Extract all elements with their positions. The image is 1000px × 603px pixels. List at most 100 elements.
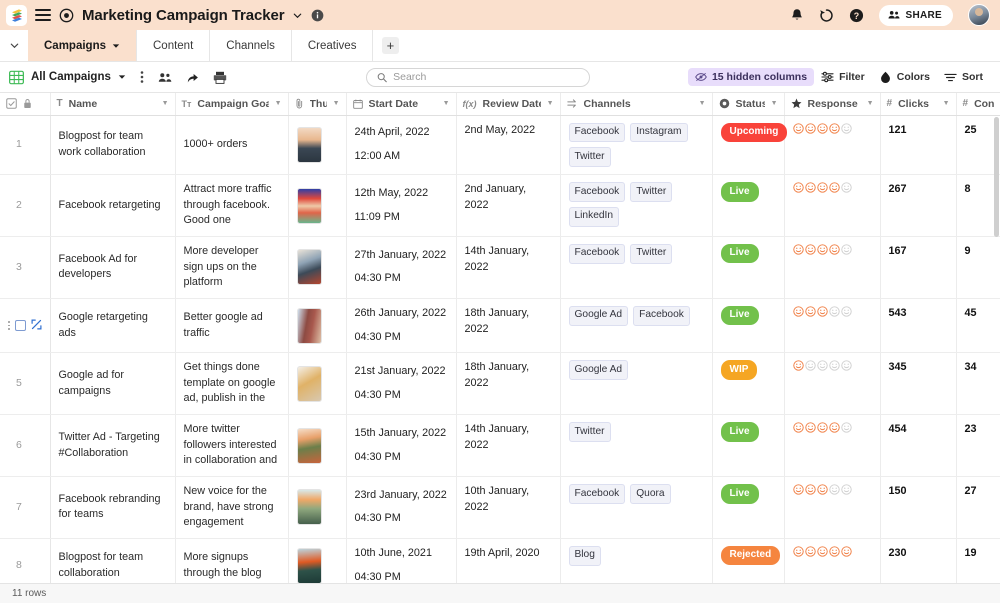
smiley-empty-icon[interactable] bbox=[828, 484, 840, 495]
cell-start-date[interactable]: 23rd January, 2022 04:30 PM bbox=[346, 476, 457, 539]
artwork-thumbnail-3[interactable] bbox=[296, 249, 322, 286]
row-number-cell[interactable]: 3 bbox=[0, 236, 51, 299]
row-number-cell[interactable]: 7 bbox=[0, 476, 51, 539]
status-badge[interactable]: Live bbox=[720, 182, 759, 202]
cell-review-date[interactable]: 14th January, 2022 bbox=[456, 414, 561, 478]
header-start-date[interactable]: Start Date ▼ bbox=[346, 93, 457, 116]
channel-chip[interactable]: Instagram bbox=[630, 122, 688, 143]
cell-response[interactable] bbox=[784, 352, 881, 416]
smiley-filled-icon[interactable] bbox=[816, 244, 828, 255]
cell-start-date[interactable]: 21st January, 2022 04:30 PM bbox=[346, 352, 457, 416]
cell-review-date[interactable]: 2nd January, 2022 bbox=[456, 174, 561, 237]
smiley-filled-icon[interactable] bbox=[804, 182, 816, 193]
smiley-filled-icon[interactable] bbox=[804, 306, 816, 317]
response-rating[interactable] bbox=[792, 182, 872, 193]
cell-start-date[interactable]: 27th January, 2022 04:30 PM bbox=[346, 236, 457, 299]
response-rating[interactable] bbox=[792, 422, 872, 433]
cell-channels[interactable]: Facebook Quora bbox=[560, 476, 713, 539]
smiley-empty-icon[interactable] bbox=[840, 484, 852, 495]
channel-chip[interactable]: Facebook bbox=[633, 305, 690, 326]
bell-icon[interactable] bbox=[790, 8, 804, 23]
cell-conversions[interactable]: 8 bbox=[956, 174, 1000, 237]
response-rating[interactable] bbox=[792, 306, 872, 317]
channel-chip[interactable]: Twitter bbox=[630, 243, 673, 264]
smiley-filled-icon[interactable] bbox=[840, 546, 852, 557]
cell-campaign-goals[interactable]: New voice for the brand, have strong eng… bbox=[175, 476, 289, 539]
smiley-empty-icon[interactable] bbox=[840, 422, 852, 433]
cell-name[interactable]: Google ad for campaigns bbox=[50, 352, 176, 416]
smiley-empty-icon[interactable] bbox=[804, 360, 816, 371]
cell-thumbnail[interactable] bbox=[288, 174, 347, 237]
cell-start-date[interactable]: 12th May, 2022 11:09 PM bbox=[346, 174, 457, 237]
cell-conversions[interactable]: 19 bbox=[956, 538, 1000, 583]
smiley-filled-icon[interactable] bbox=[804, 484, 816, 495]
cell-start-date[interactable]: 15th January, 2022 04:30 PM bbox=[346, 414, 457, 478]
smiley-filled-icon[interactable] bbox=[792, 546, 804, 557]
table-row[interactable]: 3 Facebook Ad for developers More develope… bbox=[0, 236, 1000, 299]
smiley-filled-icon[interactable] bbox=[828, 546, 840, 557]
search-box[interactable] bbox=[366, 67, 590, 87]
caret-down-icon[interactable]: ▼ bbox=[770, 100, 778, 108]
status-badge[interactable]: Live bbox=[720, 484, 759, 504]
artwork-thumbnail-7[interactable] bbox=[296, 489, 322, 526]
header-response[interactable]: Response ▼ bbox=[784, 93, 881, 116]
smiley-filled-icon[interactable] bbox=[792, 244, 804, 255]
table-row[interactable]: 8 Blogpost for team collaboration More sig… bbox=[0, 538, 1000, 583]
channel-chip[interactable]: LinkedIn bbox=[568, 206, 620, 227]
cell-response[interactable] bbox=[784, 538, 881, 583]
help-icon[interactable]: ? bbox=[849, 8, 864, 23]
header-status[interactable]: Status ▼ bbox=[712, 93, 785, 116]
cell-clicks[interactable]: 543 bbox=[880, 298, 957, 354]
avatar[interactable] bbox=[968, 4, 990, 26]
header-campaign-goals[interactable]: Tт Campaign Goals ▼ bbox=[175, 93, 289, 116]
caret-down-icon[interactable]: ▼ bbox=[698, 100, 706, 108]
smiley-filled-icon[interactable] bbox=[828, 422, 840, 433]
channel-chip[interactable]: Blog bbox=[568, 545, 601, 566]
smiley-filled-icon[interactable] bbox=[816, 546, 828, 557]
artwork-thumbnail-2[interactable] bbox=[296, 187, 322, 224]
row-number-cell[interactable]: 8 bbox=[0, 538, 51, 583]
info-icon[interactable] bbox=[311, 9, 324, 22]
response-rating[interactable] bbox=[792, 484, 872, 495]
cell-channels[interactable]: Facebook Instagram Twitter bbox=[560, 115, 713, 176]
artwork-thumbnail-6[interactable] bbox=[296, 427, 322, 464]
add-table-button[interactable]: + bbox=[373, 30, 407, 61]
smiley-filled-icon[interactable] bbox=[804, 244, 816, 255]
status-badge[interactable]: Upcoming bbox=[720, 122, 788, 142]
cell-response[interactable] bbox=[784, 236, 881, 299]
cell-status[interactable]: Live bbox=[712, 236, 785, 299]
print-icon[interactable] bbox=[206, 71, 234, 84]
cell-name[interactable]: Google retargeting ads bbox=[50, 298, 176, 354]
caret-down-icon[interactable]: ▼ bbox=[866, 100, 874, 108]
smiley-filled-icon[interactable] bbox=[816, 484, 828, 495]
cell-thumbnail[interactable] bbox=[288, 414, 347, 478]
smiley-filled-icon[interactable] bbox=[828, 182, 840, 193]
cell-clicks[interactable]: 121 bbox=[880, 115, 957, 176]
tab-content[interactable]: Content bbox=[137, 30, 211, 61]
cell-clicks[interactable]: 167 bbox=[880, 236, 957, 299]
cell-campaign-goals[interactable]: Attract more traffic through facebook. G… bbox=[175, 174, 289, 237]
table-row[interactable]: 5 Google ad for campaigns Get things done … bbox=[0, 352, 1000, 416]
sort-button[interactable]: Sort bbox=[937, 68, 990, 86]
chevron-down-icon[interactable] bbox=[292, 10, 303, 21]
cell-response[interactable] bbox=[784, 174, 881, 237]
channel-chip[interactable]: Quora bbox=[630, 484, 671, 504]
table-row[interactable]: 1 Blogpost for team work collaboration 100… bbox=[0, 115, 1000, 176]
share-arrow-icon[interactable] bbox=[179, 71, 206, 84]
smiley-filled-icon[interactable] bbox=[816, 306, 828, 317]
cell-response[interactable] bbox=[784, 298, 881, 354]
channel-chip[interactable]: Facebook bbox=[568, 122, 626, 143]
cell-clicks[interactable]: 230 bbox=[880, 538, 957, 583]
row-number-cell[interactable]: 5 bbox=[0, 352, 51, 416]
row-checkbox[interactable] bbox=[14, 320, 26, 332]
cell-campaign-goals[interactable]: 1000+ orders bbox=[175, 115, 289, 176]
cell-channels[interactable]: Facebook Twitter bbox=[560, 236, 713, 299]
row-number-cell[interactable]: 6 bbox=[0, 414, 51, 478]
smiley-filled-icon[interactable] bbox=[804, 122, 816, 134]
cell-thumbnail[interactable] bbox=[288, 115, 347, 176]
row-number-cell[interactable]: 1 bbox=[0, 115, 51, 176]
cell-response[interactable] bbox=[784, 414, 881, 478]
cell-conversions[interactable]: 23 bbox=[956, 414, 1000, 478]
row-number-cell[interactable] bbox=[0, 298, 51, 354]
cell-name[interactable]: Facebook Ad for developers bbox=[50, 236, 176, 299]
